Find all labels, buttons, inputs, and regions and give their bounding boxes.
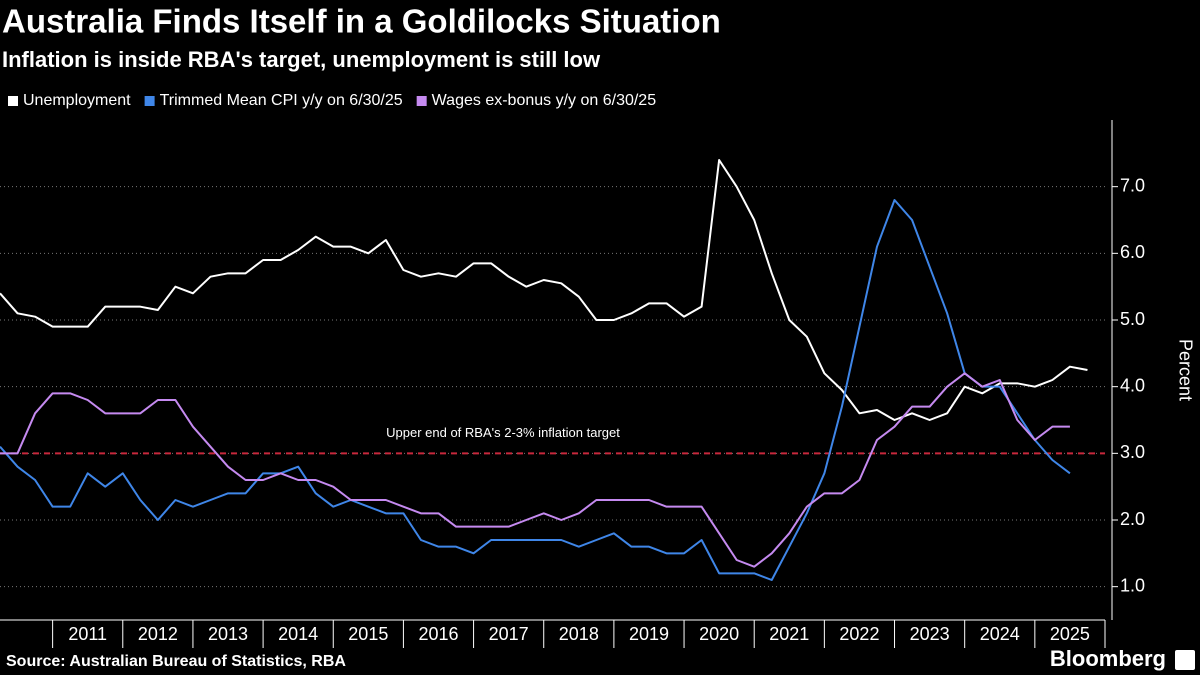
x-tick-label: 2013 (208, 624, 248, 644)
x-tick-label: 2012 (138, 624, 178, 644)
x-tick-label: 2020 (699, 624, 739, 644)
legend-swatch (8, 96, 18, 106)
legend-label: Unemployment (23, 92, 131, 109)
y-axis-label: Percent (1175, 339, 1195, 401)
x-tick-label: 2015 (348, 624, 388, 644)
x-tick-label: 2017 (489, 624, 529, 644)
chart-subtitle: Inflation is inside RBA's target, unempl… (2, 47, 601, 72)
reference-label: Upper end of RBA's 2-3% inflation target (386, 425, 620, 440)
y-tick-label: 7.0 (1120, 175, 1145, 195)
legend-label: Wages ex-bonus y/y on 6/30/25 (432, 92, 657, 109)
chart-title: Australia Finds Itself in a Goldilocks S… (2, 3, 721, 40)
series-line (0, 159, 1088, 421)
x-tick-label: 2011 (68, 624, 107, 644)
legend-swatch (416, 96, 427, 106)
x-tick-label: 2022 (839, 624, 879, 644)
y-tick-label: 6.0 (1120, 242, 1145, 262)
x-tick-label: 2016 (418, 624, 458, 644)
series-line (0, 199, 1071, 581)
x-tick-label: 2024 (980, 624, 1020, 644)
x-tick-label: 2021 (769, 624, 809, 644)
x-tick-label: 2019 (629, 624, 669, 644)
y-tick-label: 2.0 (1120, 509, 1145, 529)
x-tick-label: 2025 (1050, 624, 1090, 644)
legend-label: Trimmed Mean CPI y/y on 6/30/25 (160, 92, 403, 109)
x-tick-label: 2014 (278, 624, 318, 644)
y-tick-label: 1.0 (1120, 575, 1145, 595)
x-tick-label: 2018 (559, 624, 599, 644)
legend-swatch (144, 96, 155, 106)
source: Source: Australian Bureau of Statistics,… (6, 653, 346, 670)
series-line (0, 372, 1070, 568)
y-tick-label: 5.0 (1120, 309, 1145, 329)
brand: Bloomberg (1050, 646, 1166, 671)
y-tick-label: 4.0 (1120, 375, 1145, 395)
x-tick-label: 2023 (910, 624, 950, 644)
brand-icon (1175, 650, 1195, 670)
y-tick-label: 3.0 (1120, 442, 1145, 462)
